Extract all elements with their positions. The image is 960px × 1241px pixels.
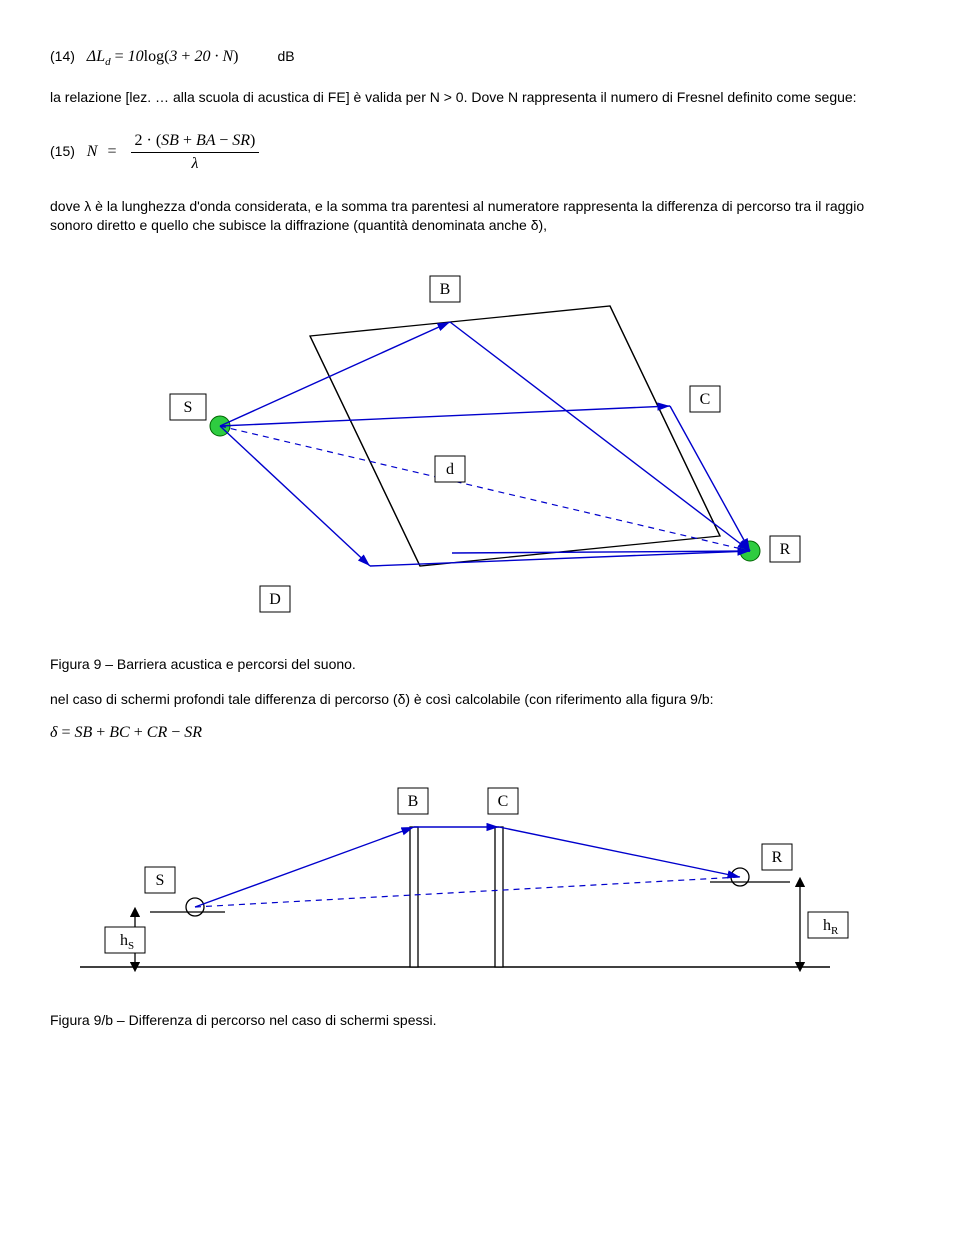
label-d: d bbox=[435, 456, 465, 482]
equation-15: (15) N = 2 · (SB + BA − SR) λ bbox=[50, 132, 910, 173]
ray-d-r bbox=[370, 551, 750, 566]
paragraph-1: la relazione [lez. … alla scuola di acus… bbox=[50, 88, 910, 108]
svg-text:S: S bbox=[184, 399, 193, 416]
figure-9b-caption: Figura 9/b – Differenza di percorso nel … bbox=[50, 1012, 910, 1028]
figure-9-svg: B S C d R D bbox=[50, 266, 830, 636]
eq14-number: (14) bbox=[50, 48, 75, 64]
ray-c-r bbox=[670, 406, 750, 551]
eq14-formula: ΔLd = 10log(3 + 20 · N) bbox=[87, 48, 243, 65]
figure-9b-svg: B C S R hS hR bbox=[50, 772, 850, 992]
svg-text:S: S bbox=[156, 872, 165, 889]
svg-text:D: D bbox=[269, 591, 281, 608]
svg-text:R: R bbox=[772, 849, 783, 866]
label-hS: hS bbox=[105, 927, 145, 953]
label-S: S bbox=[170, 394, 206, 420]
label-B-b: B bbox=[398, 788, 428, 814]
eq14-unit: dB bbox=[277, 48, 294, 64]
eq15-number: (15) bbox=[50, 143, 75, 159]
ray-s-c bbox=[220, 406, 670, 426]
paragraph-3: nel caso di schermi profondi tale differ… bbox=[50, 690, 910, 710]
label-hR: hR bbox=[808, 912, 848, 938]
label-C: C bbox=[690, 386, 720, 412]
figure-9: B S C d R D bbox=[50, 266, 910, 636]
label-S-b: S bbox=[145, 867, 175, 893]
equation-delta: δ = SB + BC + CR − SR bbox=[50, 724, 910, 742]
paragraph-2: dove λ è la lunghezza d'onda considerata… bbox=[50, 197, 910, 236]
svg-text:B: B bbox=[440, 281, 451, 298]
direct-path-b bbox=[195, 877, 740, 907]
figure-9-caption: Figura 9 – Barriera acustica e percorsi … bbox=[50, 656, 910, 672]
direct-path bbox=[220, 426, 750, 551]
label-B: B bbox=[430, 276, 460, 302]
svg-text:B: B bbox=[408, 793, 419, 810]
wall-2 bbox=[495, 827, 503, 967]
equation-14: (14) ΔLd = 10log(3 + 20 · N) dB bbox=[50, 48, 910, 68]
eq15-formula: N = 2 · (SB + BA − SR) λ bbox=[87, 143, 264, 160]
svg-text:C: C bbox=[700, 391, 711, 408]
ray-s-b bbox=[220, 322, 450, 426]
figure-9b: B C S R hS hR bbox=[50, 772, 910, 992]
svg-text:C: C bbox=[498, 793, 509, 810]
wall-1 bbox=[410, 827, 418, 967]
ray-sb bbox=[195, 827, 414, 907]
label-R: R bbox=[770, 536, 800, 562]
ray-cr bbox=[499, 827, 740, 877]
ray-b-r bbox=[450, 322, 750, 551]
barrier-outline bbox=[310, 306, 720, 566]
label-R-b: R bbox=[762, 844, 792, 870]
label-C-b: C bbox=[488, 788, 518, 814]
label-D: D bbox=[260, 586, 290, 612]
svg-text:R: R bbox=[780, 541, 791, 558]
ray-s-d bbox=[220, 426, 370, 566]
svg-text:d: d bbox=[446, 461, 454, 478]
